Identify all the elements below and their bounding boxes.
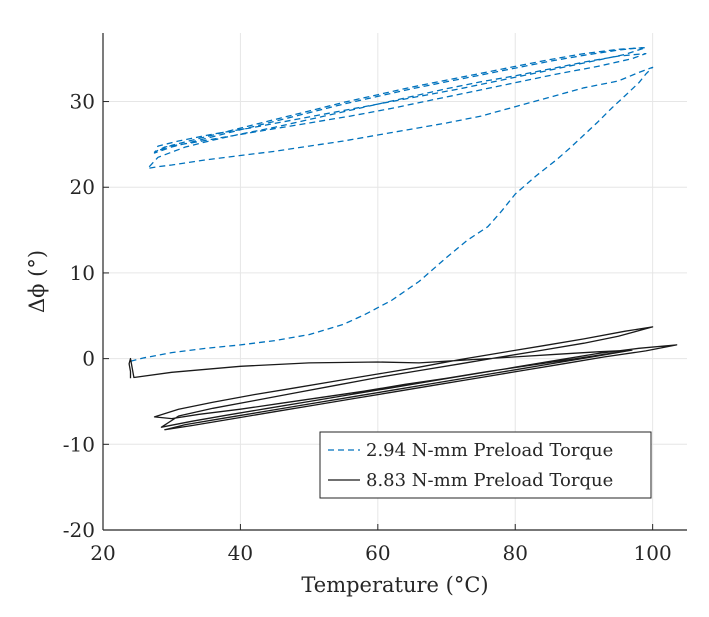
y-tick-label: -10 — [63, 432, 95, 456]
legend-entry-series-1: 2.94 N-mm Preload Torque — [366, 440, 613, 461]
series-1-line — [130, 46, 654, 362]
x-tick-label: 80 — [503, 541, 528, 565]
y-axis-label: Δϕ (°) — [25, 250, 49, 313]
series-2-line — [128, 326, 678, 431]
x-tick-label: 60 — [365, 541, 390, 565]
legend: 2.94 N-mm Preload Torque 8.83 N-mm Prelo… — [319, 431, 652, 499]
legend-box — [319, 431, 652, 499]
x-tick-label: 100 — [634, 541, 672, 565]
ticks: 20 40 60 80 100 -20 -10 0 10 20 30 — [63, 90, 672, 565]
series-layer — [128, 46, 678, 431]
x-axis-label: Temperature (°C) — [301, 573, 488, 597]
y-tick-label: 10 — [70, 261, 95, 285]
x-tick-label: 20 — [90, 541, 115, 565]
x-tick-label: 40 — [228, 541, 253, 565]
y-tick-label: 30 — [70, 90, 95, 114]
legend-entry-series-2: 8.83 N-mm Preload Torque — [366, 470, 613, 491]
y-tick-label: -20 — [63, 518, 95, 542]
y-tick-label: 20 — [70, 175, 95, 199]
axes — [102, 33, 687, 531]
y-tick-label: 0 — [82, 347, 95, 371]
